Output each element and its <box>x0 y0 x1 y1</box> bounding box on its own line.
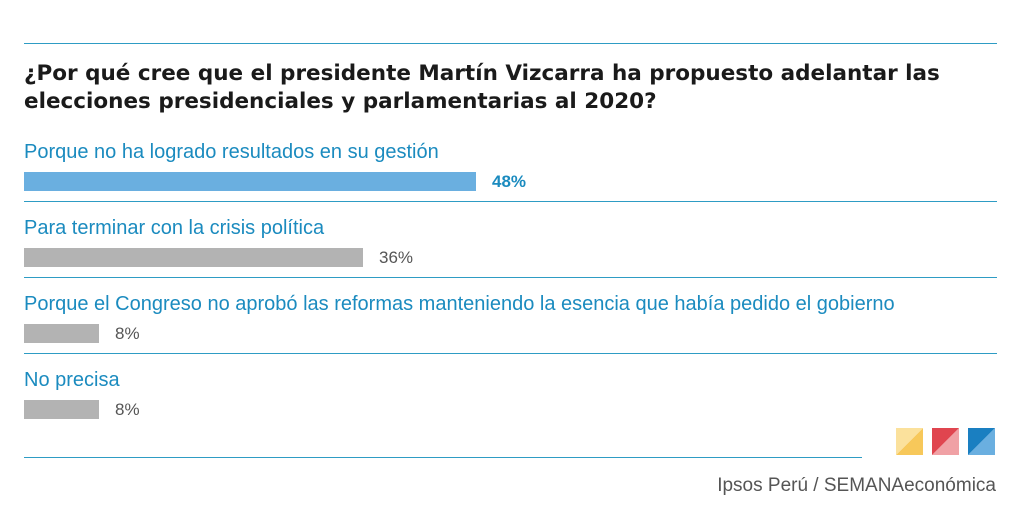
row-divider <box>24 201 997 202</box>
row-divider <box>24 353 997 354</box>
row-divider <box>24 277 997 278</box>
value-label: 36% <box>379 248 414 267</box>
category-label: Porque no ha logrado resultados en su ge… <box>24 141 439 163</box>
category-label: Porque el Congreso no aprobó las reforma… <box>24 293 895 315</box>
logo-square-red-icon <box>932 428 959 455</box>
value-label: 8% <box>115 324 140 343</box>
category-label: No precisa <box>24 369 120 391</box>
category-label: Para terminar con la crisis política <box>24 217 325 239</box>
logo-square-blue-icon <box>968 428 995 455</box>
value-label: 48% <box>492 172 527 191</box>
top-rule <box>24 43 997 44</box>
bar <box>24 248 363 267</box>
logo-square-yellow-icon <box>896 428 923 455</box>
bar <box>24 172 476 191</box>
value-label: 8% <box>115 400 140 419</box>
chart-title: ¿Por qué cree que el presidente Martín V… <box>24 61 940 114</box>
bottom-rule <box>24 457 862 458</box>
bar <box>24 400 99 419</box>
bar <box>24 324 99 343</box>
source-credit: Ipsos Perú / SEMANAeconómica <box>717 475 996 496</box>
